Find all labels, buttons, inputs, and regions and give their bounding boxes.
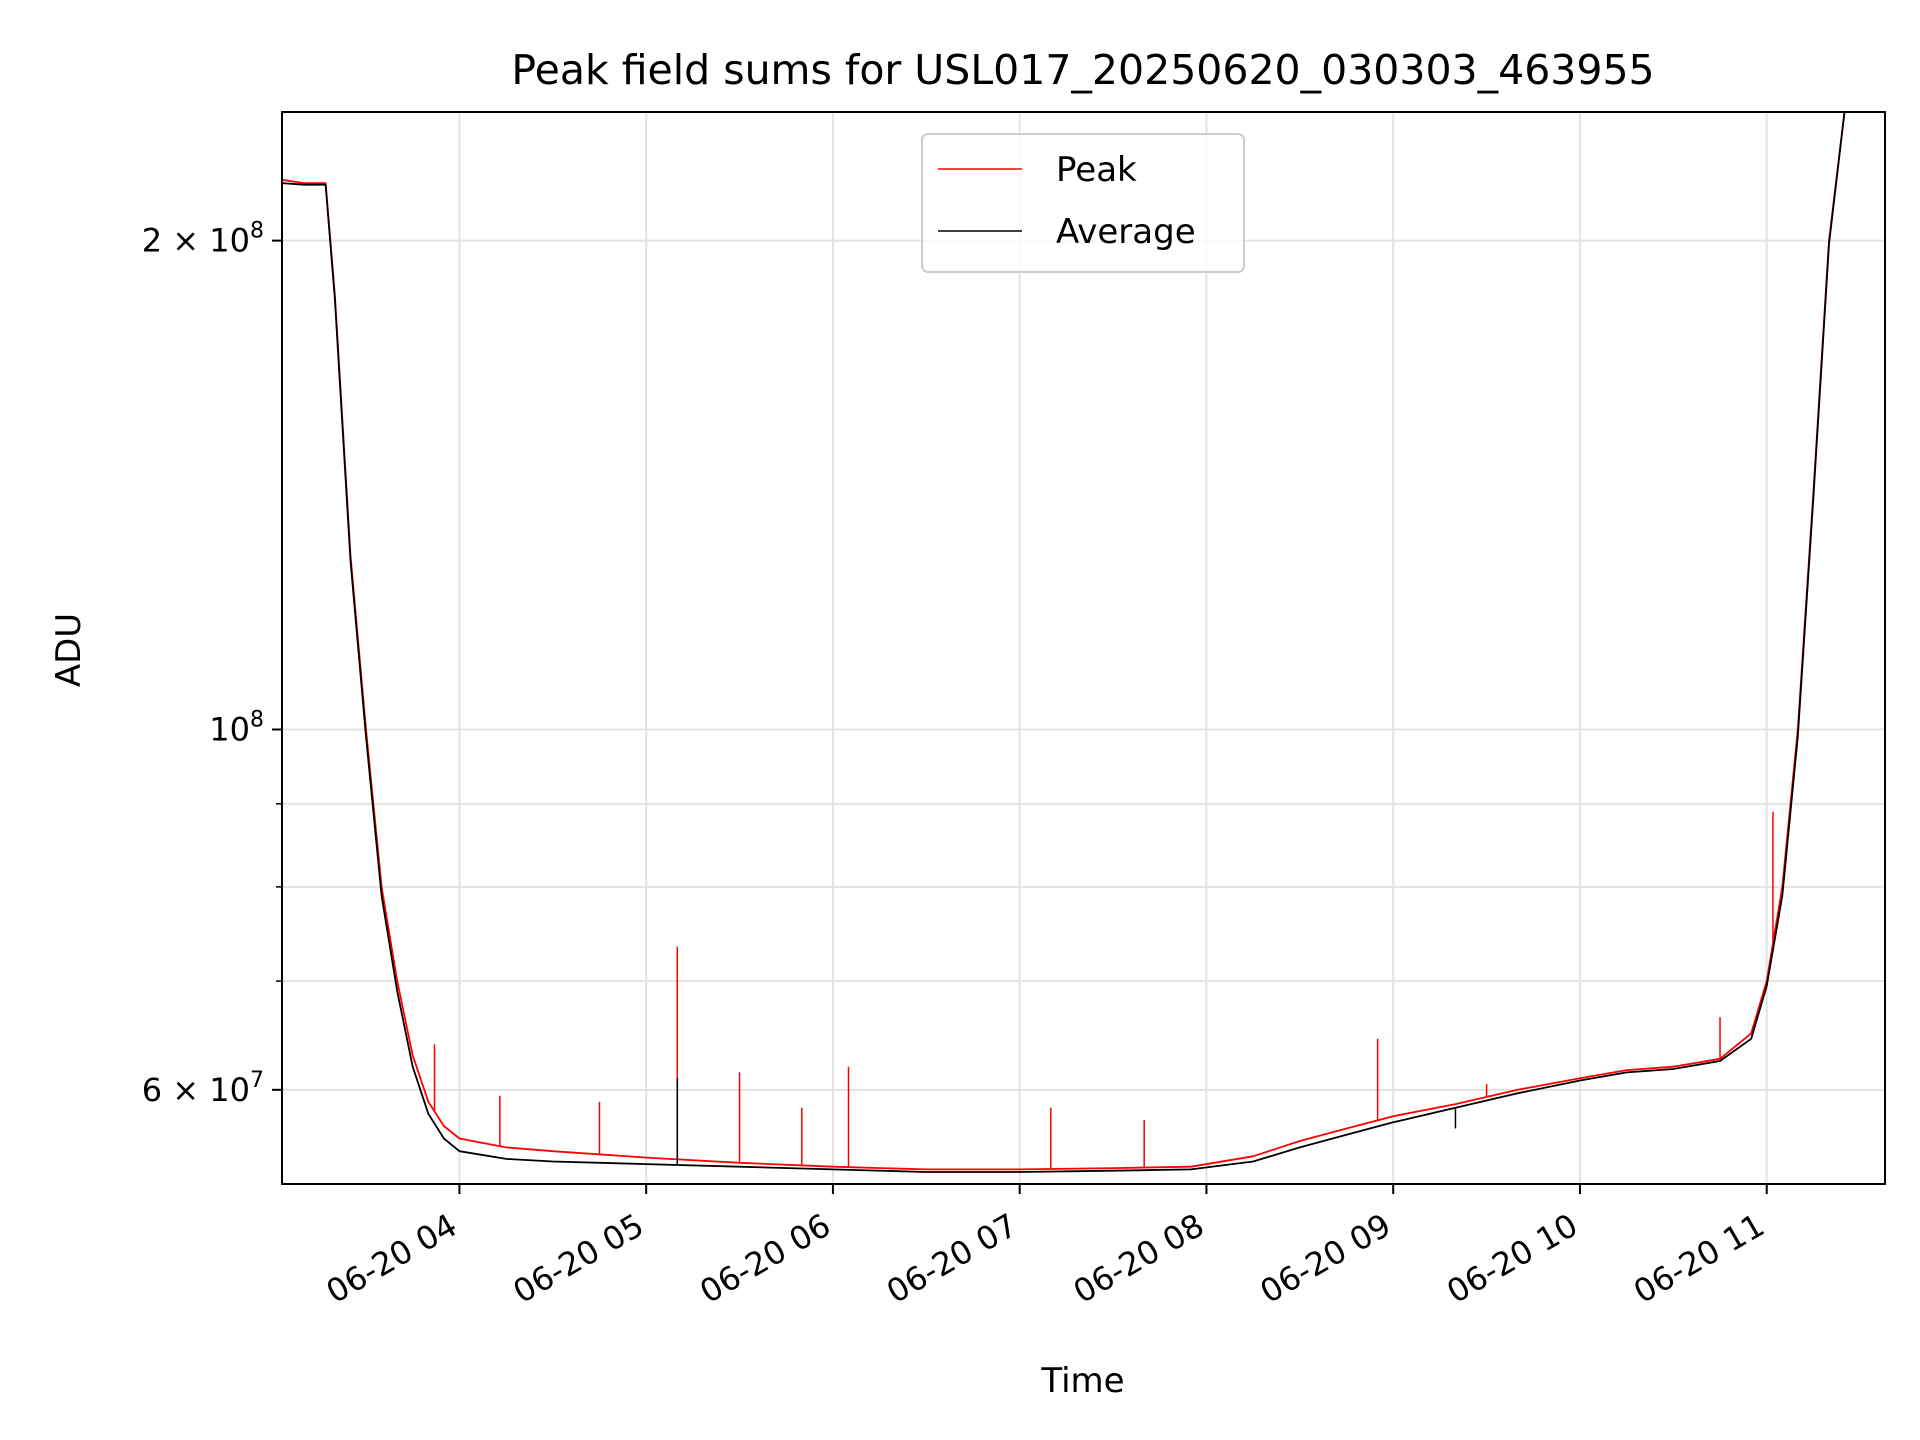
x-axis: 06-20 04 06-20 05 06-20 06 06-20 07 06-20 08… — [320, 1184, 1771, 1311]
chart-title: Peak field sums for USL017_20250620_0303… — [511, 46, 1654, 94]
x-tick-label: 06-20 08 — [1067, 1206, 1211, 1311]
y-tick-exponent: 7 — [250, 1068, 264, 1093]
y-tick-label: 108 — [209, 708, 264, 749]
legend: Peak Average — [921, 133, 1245, 273]
y-tick-label: 6 × 107 — [142, 1068, 264, 1109]
x-tick-label: 06-20 07 — [880, 1206, 1024, 1311]
series-average — [281, 111, 1846, 1173]
y-tick-base: 10 — [209, 711, 250, 749]
y-tick-exponent: 8 — [250, 708, 264, 733]
series-peak — [281, 111, 1846, 1171]
x-tick-label: 06-20 06 — [693, 1206, 837, 1311]
series-line-peak — [281, 111, 1846, 1171]
legend-average-label: Average — [1056, 212, 1196, 252]
series-line-average — [281, 111, 1846, 1173]
y-tick-base: 2 × 10 — [142, 222, 250, 260]
y-axis-label: ADU — [49, 613, 89, 687]
plot-frame — [281, 111, 1886, 1185]
x-tick-label: 06-20 04 — [320, 1206, 464, 1311]
y-tick-label: 2 × 108 — [142, 219, 264, 260]
x-tick-label: 06-20 05 — [507, 1206, 651, 1311]
x-tick-label: 06-20 09 — [1254, 1206, 1398, 1311]
y-tick-base: 6 × 10 — [142, 1071, 250, 1109]
y-tick-exponent: 8 — [250, 219, 264, 244]
legend-peak-label: Peak — [1056, 150, 1137, 190]
x-tick-label: 06-20 11 — [1627, 1206, 1771, 1311]
x-axis-label: Time — [1040, 1361, 1124, 1401]
x-tick-label: 06-20 10 — [1440, 1206, 1584, 1311]
